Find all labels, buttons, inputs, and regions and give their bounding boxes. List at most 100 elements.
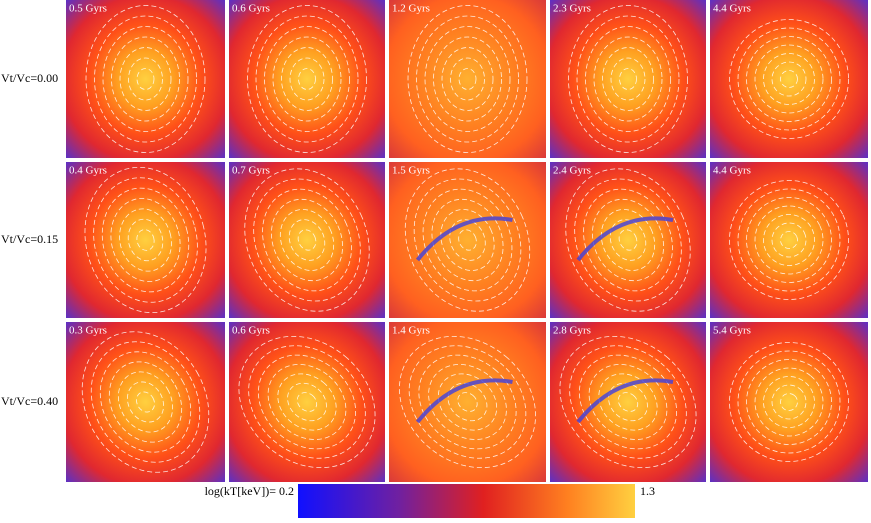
contour bbox=[780, 70, 798, 88]
cold-front bbox=[415, 216, 513, 262]
contour bbox=[416, 15, 519, 143]
contour bbox=[458, 229, 477, 251]
panel-image bbox=[229, 322, 385, 482]
contour bbox=[136, 391, 155, 413]
panel-time: 1.5 Gyrs bbox=[392, 165, 430, 177]
panel-time: 2.4 Gyrs bbox=[553, 165, 591, 177]
panel-time: 0.6 Gyrs bbox=[232, 325, 270, 337]
contour bbox=[248, 345, 366, 459]
contour bbox=[255, 15, 359, 143]
contour bbox=[257, 354, 357, 450]
panel-image bbox=[389, 322, 546, 482]
row-label: Vt/Vc=0.40 bbox=[1, 394, 58, 408]
panel-image bbox=[550, 322, 706, 482]
contour bbox=[288, 219, 326, 261]
contour bbox=[576, 15, 680, 143]
contour bbox=[583, 188, 673, 292]
contour bbox=[609, 219, 647, 261]
panel-image bbox=[710, 0, 868, 158]
contour bbox=[424, 26, 511, 132]
contour bbox=[746, 36, 832, 122]
contour bbox=[99, 351, 192, 453]
contour bbox=[111, 36, 180, 122]
panel-time: 0.6 Gyrs bbox=[232, 3, 270, 15]
contour bbox=[296, 392, 318, 412]
contour bbox=[619, 68, 637, 90]
contour bbox=[729, 342, 849, 462]
panel-time: 0.3 Gyrs bbox=[69, 325, 107, 337]
contour bbox=[763, 376, 815, 428]
contour bbox=[136, 229, 155, 251]
contour bbox=[457, 392, 478, 412]
cold-front bbox=[576, 378, 674, 424]
contour bbox=[610, 57, 646, 101]
contour bbox=[600, 209, 656, 271]
contour bbox=[127, 381, 164, 423]
contour bbox=[440, 209, 495, 271]
contour bbox=[450, 57, 485, 101]
contour bbox=[771, 61, 807, 97]
contour bbox=[119, 208, 172, 272]
contour bbox=[428, 364, 507, 440]
row-label: Vt/Vc=0.15 bbox=[1, 232, 58, 246]
contour bbox=[128, 57, 163, 101]
panel-image bbox=[66, 0, 225, 158]
contour bbox=[771, 222, 807, 258]
contour bbox=[279, 209, 335, 271]
contour bbox=[267, 364, 347, 440]
contour bbox=[559, 335, 697, 469]
contour bbox=[618, 229, 638, 251]
contour bbox=[574, 178, 682, 302]
contour bbox=[407, 5, 528, 153]
contour bbox=[565, 168, 691, 312]
contour bbox=[771, 384, 807, 420]
contour bbox=[297, 229, 317, 251]
panel-image bbox=[710, 322, 868, 482]
panel-time: 0.5 Gyrs bbox=[69, 3, 107, 15]
contour bbox=[746, 359, 832, 445]
panel-time: 2.3 Gyrs bbox=[553, 3, 591, 15]
contour bbox=[737, 27, 841, 131]
contour bbox=[441, 47, 494, 111]
contour bbox=[262, 188, 352, 292]
contour bbox=[136, 68, 155, 90]
panel-image bbox=[550, 162, 706, 318]
panel-time: 4.4 Gyrs bbox=[713, 3, 751, 15]
colorbar-min-label: log(kT[keV])= 0.2 bbox=[205, 484, 294, 498]
contour bbox=[568, 5, 688, 153]
contour bbox=[298, 68, 316, 90]
contour bbox=[780, 393, 798, 411]
contour bbox=[108, 361, 183, 443]
panel-time: 1.4 Gyrs bbox=[392, 325, 430, 337]
contour bbox=[271, 198, 343, 282]
panel-time: 2.8 Gyrs bbox=[553, 325, 591, 337]
contour bbox=[433, 36, 502, 122]
panel-image bbox=[66, 162, 225, 318]
panel-image bbox=[389, 162, 546, 318]
contour bbox=[449, 219, 486, 261]
panel-image bbox=[229, 162, 385, 318]
contour bbox=[754, 44, 824, 114]
panel-image bbox=[229, 0, 385, 158]
contour bbox=[737, 188, 841, 292]
panel-time: 0.4 Gyrs bbox=[69, 165, 107, 177]
contour bbox=[408, 345, 527, 459]
contour bbox=[90, 341, 201, 463]
contour bbox=[272, 36, 342, 122]
contour bbox=[253, 178, 361, 302]
panel-image bbox=[710, 162, 868, 318]
contour bbox=[729, 19, 849, 139]
contour bbox=[746, 197, 832, 283]
contour bbox=[592, 198, 664, 282]
contour bbox=[247, 5, 367, 153]
panel-time: 0.7 Gyrs bbox=[232, 165, 270, 177]
contour bbox=[458, 68, 477, 90]
contour bbox=[602, 47, 654, 111]
contour bbox=[413, 178, 522, 302]
colorbar bbox=[298, 484, 635, 518]
contour bbox=[422, 188, 513, 292]
contour bbox=[94, 15, 197, 143]
contour bbox=[588, 364, 668, 440]
panel-image bbox=[550, 0, 706, 158]
